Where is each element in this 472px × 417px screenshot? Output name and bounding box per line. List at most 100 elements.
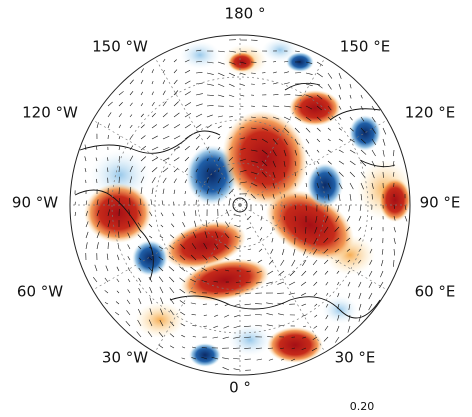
wind-vector <box>107 231 110 239</box>
wind-vector <box>393 259 395 267</box>
wind-vector <box>213 255 219 261</box>
wind-vector <box>160 224 164 228</box>
wind-vector <box>195 124 202 129</box>
wind-vector <box>224 269 230 272</box>
wind-vector <box>250 171 258 175</box>
meridian <box>239 57 326 206</box>
wind-vector <box>305 94 313 98</box>
meridian <box>92 204 241 291</box>
wind-vector <box>393 215 396 221</box>
wind-vector <box>369 259 373 265</box>
longitude-label: 180 ° <box>225 5 266 23</box>
wind-vector <box>195 113 203 118</box>
wind-vector <box>173 101 179 107</box>
wind-vector <box>305 149 309 155</box>
wind-vector <box>206 198 209 206</box>
wind-vector <box>239 50 247 53</box>
wind-vector <box>184 156 190 162</box>
wind-vector <box>323 259 329 265</box>
wind-vector <box>347 281 351 287</box>
wind-vector <box>313 292 318 297</box>
wind-vector <box>96 122 99 129</box>
wind-vector <box>184 168 188 173</box>
wind-vector <box>246 215 252 221</box>
wind-vector <box>192 325 197 327</box>
wind-vector <box>239 137 246 140</box>
wind-vector <box>139 198 142 206</box>
wind-vector <box>382 149 385 157</box>
wind-vector <box>272 82 278 85</box>
wind-vector <box>294 94 302 96</box>
wind-vector <box>184 59 190 63</box>
wind-vector <box>303 248 307 256</box>
wind-vector <box>312 248 318 255</box>
wind-vector <box>313 325 318 329</box>
wind-vector <box>228 178 235 184</box>
wind-vector <box>228 156 234 162</box>
wind-vector <box>95 168 98 173</box>
wind-vector <box>85 210 88 217</box>
wind-vector <box>190 254 197 261</box>
wind-vector <box>160 308 164 316</box>
wind-vector <box>327 182 331 189</box>
meridian <box>239 204 326 353</box>
wind-vector <box>336 270 340 274</box>
wind-vector <box>228 72 236 77</box>
wind-vector <box>359 204 362 211</box>
wind-vector <box>250 149 258 152</box>
wind-vector <box>159 235 164 239</box>
wind-vector <box>127 289 131 294</box>
wind-vector <box>116 290 120 294</box>
wind-vector <box>233 325 241 329</box>
wind-vector <box>181 334 186 338</box>
wind-vector <box>316 160 320 165</box>
wind-vector <box>118 145 121 151</box>
wind-vector <box>205 220 208 228</box>
wind-vector <box>294 105 302 109</box>
latitude-circle <box>111 76 369 334</box>
wind-vector <box>162 58 166 63</box>
wind-vector <box>323 237 329 244</box>
wind-vector <box>239 61 247 64</box>
wind-vector <box>158 276 164 283</box>
wind-vector <box>118 124 121 129</box>
wind-vector <box>277 313 285 316</box>
wind-vector <box>360 160 367 167</box>
wind-vector <box>107 112 112 118</box>
wind-vector <box>305 193 307 199</box>
wind-vector <box>334 237 340 242</box>
wind-vector <box>392 171 395 177</box>
wind-vector <box>304 237 307 245</box>
wind-vector <box>360 94 363 99</box>
wind-vector <box>206 146 210 151</box>
wind-vector <box>184 123 191 129</box>
meridian <box>154 204 241 353</box>
wind-vector <box>151 91 154 96</box>
wind-vector <box>190 266 197 272</box>
wind-vector <box>206 188 209 195</box>
wind-vector <box>358 281 362 288</box>
wind-vector <box>206 135 211 140</box>
wind-vector <box>305 138 310 144</box>
wind-vector <box>151 69 154 74</box>
wind-vector <box>358 292 362 300</box>
wind-vector <box>127 256 131 261</box>
wind-vector <box>148 223 153 228</box>
wind-vector <box>195 60 202 63</box>
wind-vector <box>261 193 265 200</box>
wind-vector <box>272 127 279 133</box>
wind-vector <box>250 116 256 118</box>
wind-vector <box>324 270 329 275</box>
wind-vector <box>316 193 319 200</box>
wind-vector <box>338 72 342 79</box>
wind-vector <box>206 105 214 107</box>
wind-vector <box>338 160 345 165</box>
wind-vector <box>211 356 219 360</box>
wind-vector <box>224 233 230 239</box>
wind-vector <box>226 209 230 217</box>
wind-vector <box>234 224 241 228</box>
wind-vector <box>358 215 362 221</box>
wind-vector <box>147 331 153 338</box>
wind-vector <box>96 210 100 217</box>
wind-vector <box>180 323 186 327</box>
